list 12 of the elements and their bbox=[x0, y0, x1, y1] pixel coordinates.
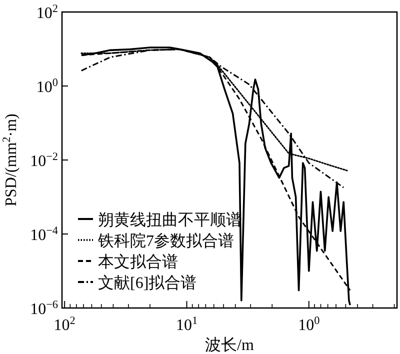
legend-label: 文献[6]拟合谱 bbox=[98, 274, 197, 292]
x-axis-title: 波长/m bbox=[205, 336, 254, 354]
y-tick-label: 10$^{2}$ bbox=[36, 3, 58, 22]
y-tick-label: 10$^{−2}$ bbox=[30, 151, 58, 170]
x-tick-label: 10$^{1}$ bbox=[176, 315, 198, 334]
y-tick-label: 10$^{−6}$ bbox=[30, 299, 58, 318]
x-tick-label: 10$^{2}$ bbox=[54, 315, 76, 334]
legend-label: 铁科院7参数拟合谱 bbox=[97, 232, 234, 250]
x-tick-label: 10$^{0}$ bbox=[298, 315, 320, 334]
y-tick-label: 10$^{0}$ bbox=[36, 77, 58, 96]
y-tick-label: 10$^{−4}$ bbox=[30, 225, 58, 244]
legend-label: 本文拟合谱 bbox=[98, 253, 178, 271]
